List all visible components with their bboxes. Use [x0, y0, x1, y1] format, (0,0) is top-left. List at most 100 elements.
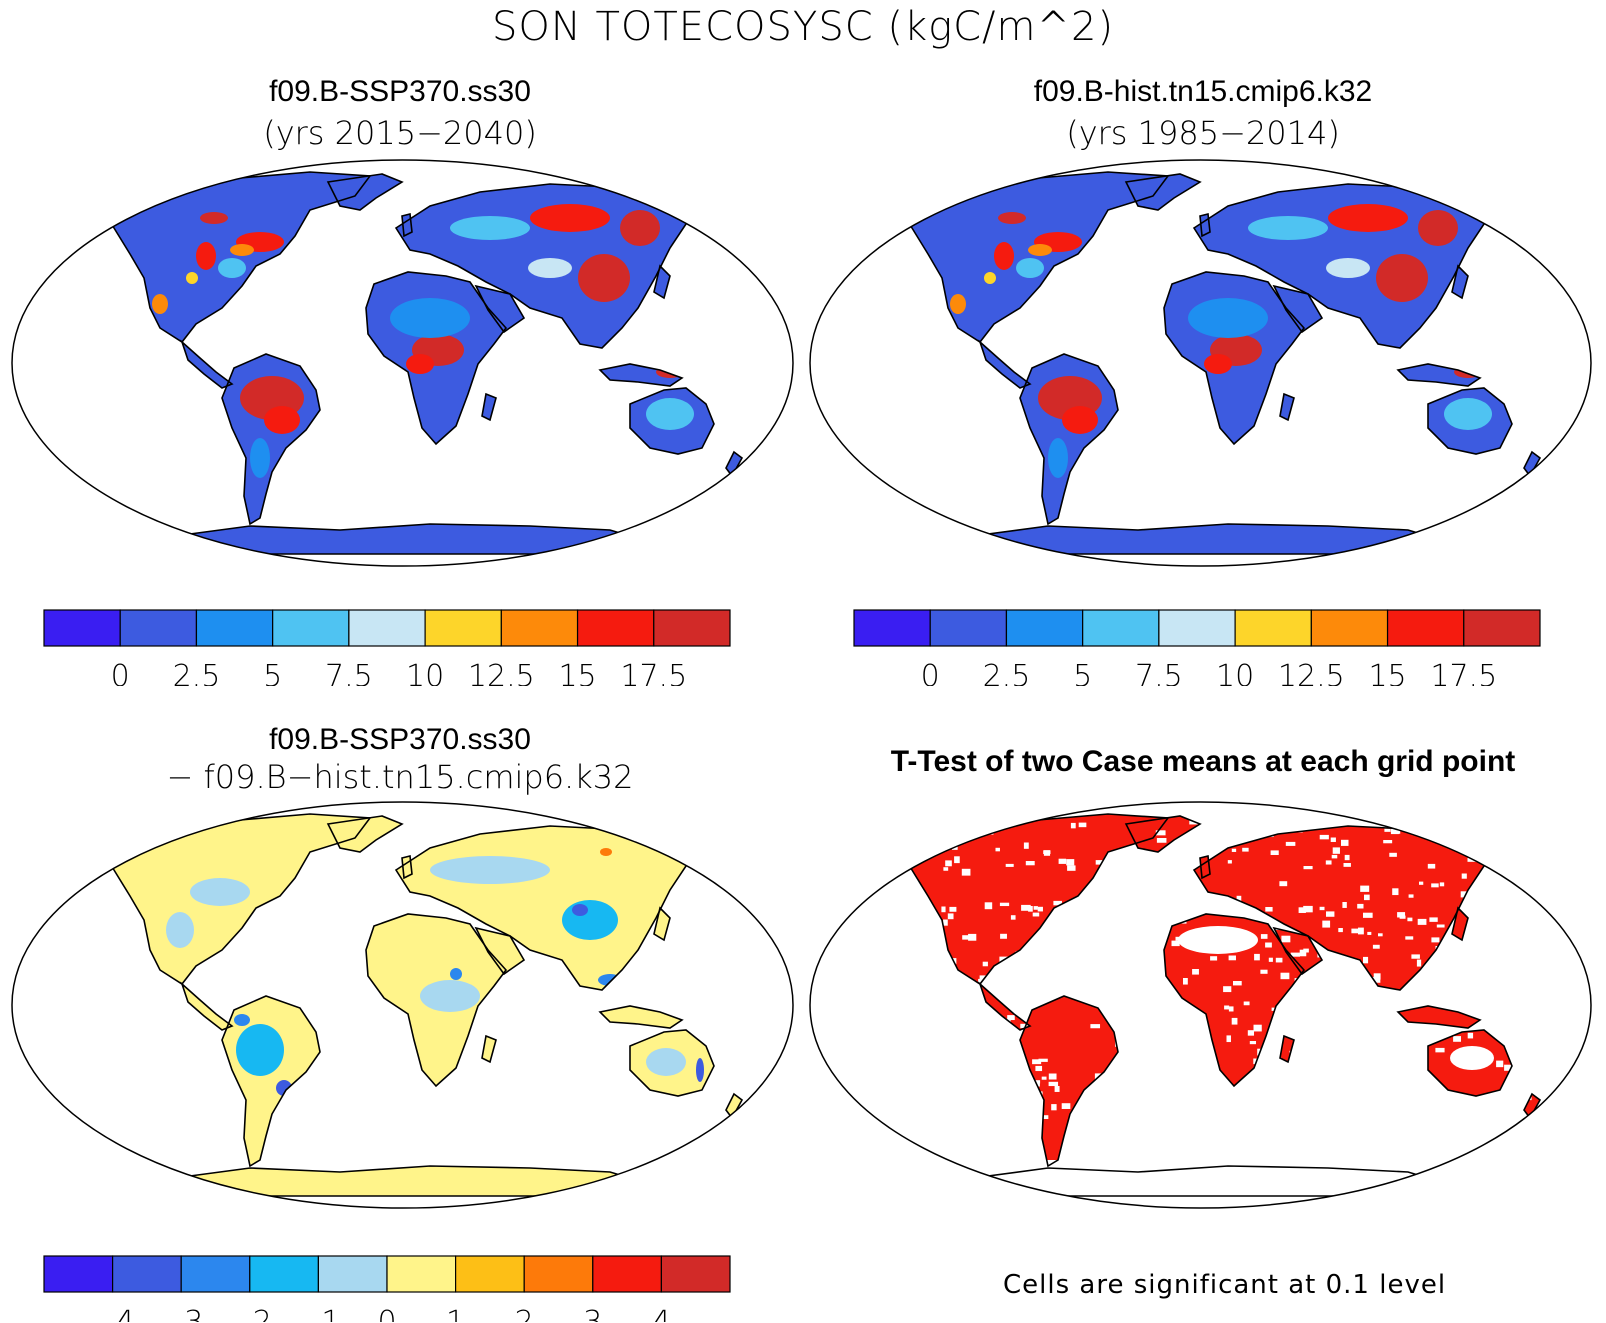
shading-blob	[1444, 398, 1492, 430]
colorbar-tick-label: 4	[652, 1305, 671, 1322]
coastline-antarctica	[927, 1165, 1471, 1197]
shading-blob	[236, 1024, 284, 1076]
panel-title-top-left: f09.B-SSP370.ss30	[269, 75, 531, 108]
coastline-south-america	[221, 353, 321, 526]
shading-blob	[406, 354, 434, 374]
colorbar-tick-label: 7.5	[1135, 659, 1183, 686]
coastline-antarctica	[129, 1165, 673, 1197]
colorbar-box	[43, 609, 121, 647]
shading-blob	[1048, 438, 1068, 478]
shading-blob	[1418, 210, 1458, 246]
coastline-uk	[401, 213, 413, 238]
colorbar-box	[1234, 609, 1312, 647]
colorbar-box	[1082, 609, 1160, 647]
shading-blob	[152, 294, 168, 314]
coastline-australia	[629, 387, 715, 455]
shading-blob	[390, 298, 470, 338]
shading-blob	[1376, 254, 1428, 302]
shading-blob	[1016, 258, 1044, 278]
shading-blob	[1062, 406, 1098, 434]
shading-blob	[1328, 204, 1408, 232]
colorbar-box	[523, 1255, 594, 1293]
colorbar-box	[660, 1255, 731, 1293]
coastline-japan	[653, 264, 671, 300]
coastline-arabia	[1272, 284, 1324, 334]
shading-blob	[600, 848, 612, 856]
colorbar-box	[853, 609, 931, 647]
colorbar-tick-label: 10	[406, 659, 444, 686]
colorbar-box	[424, 609, 502, 647]
coastline-australia	[1427, 387, 1513, 455]
colorbar-box	[43, 1255, 114, 1293]
shading-blob	[646, 398, 694, 430]
coastline-uk	[1199, 213, 1211, 238]
shading-blob	[696, 1058, 704, 1082]
colorbar-box	[653, 609, 731, 647]
colorbar-box	[348, 609, 426, 647]
coastline-africa	[1163, 271, 1306, 446]
colorbar-box	[592, 1255, 662, 1293]
colorbar-box	[500, 609, 579, 647]
colorbar-tick-label: 0	[921, 659, 940, 686]
coastline-eurasia	[394, 825, 691, 991]
shading-blob	[186, 272, 198, 284]
coastline-south-america	[1019, 995, 1119, 1168]
colorbar-box	[1463, 609, 1541, 647]
map-boundary	[11, 159, 794, 567]
colorbar-box	[1158, 609, 1236, 647]
coastline-australia	[629, 1029, 715, 1097]
shading-blob	[250, 438, 270, 478]
colorbar-tick-label: 3	[583, 1305, 602, 1322]
coastline-japan	[653, 906, 671, 942]
coastline-greenland	[326, 173, 404, 211]
colorbar-tick-label: 12.5	[468, 659, 535, 686]
shading-blob	[1204, 354, 1232, 374]
shading-blob	[450, 216, 530, 240]
colorbar-tick-label: 10	[1216, 659, 1254, 686]
coastline-greenland	[326, 815, 404, 853]
panel-subtitle-top-right: (yrs 1985−2014)	[1066, 114, 1340, 152]
coastline-indonesia	[598, 1005, 684, 1029]
shading-blob	[1028, 244, 1052, 256]
shading-blob	[984, 272, 996, 284]
shading-blob	[994, 242, 1014, 270]
map-panel-bottom-right	[809, 801, 1592, 1209]
map-boundary	[11, 801, 794, 1209]
significance-footnote: Cells are significant at 0.1 level	[1003, 1270, 1447, 1300]
coastline-south-america	[221, 995, 321, 1168]
colorbar-tick-label: 5	[263, 659, 282, 686]
colorbar-tick-label: 15	[558, 659, 596, 686]
shading-blob	[420, 980, 480, 1012]
panel-title-top-right: f09.B-hist.tn15.cmip6.k32	[1033, 75, 1373, 108]
shading-blob	[530, 204, 610, 232]
shading-blob	[1188, 298, 1268, 338]
colorbar-tick-label: 2.5	[173, 659, 221, 686]
coastline-north-america	[98, 171, 372, 344]
coastline-eurasia	[1192, 183, 1489, 349]
coastline-japan	[1451, 906, 1469, 942]
coastline-madagascar	[1279, 392, 1295, 422]
colorbar-tick-label: 2	[515, 1305, 534, 1322]
shading-blob	[190, 878, 250, 906]
shading-blob	[572, 904, 588, 916]
shading-blob	[528, 258, 572, 278]
colorbar-tick-label: −4	[90, 1305, 134, 1322]
shading-blob	[1248, 216, 1328, 240]
shading-blob	[562, 900, 618, 940]
shading-blob	[998, 212, 1026, 224]
coastline-eurasia	[1192, 825, 1489, 991]
coastline-antarctica	[927, 523, 1471, 555]
colorbar-box	[119, 609, 198, 647]
shading-blob	[578, 254, 630, 302]
colorbar-box	[1386, 609, 1465, 647]
coastline-madagascar	[481, 1034, 497, 1064]
colorbar-box	[317, 1255, 388, 1293]
colorbar-tick-label: −1	[296, 1305, 340, 1322]
colorbar-bottom-left: −4 −3 −2 −1 0 1 2 3 4	[43, 1255, 731, 1322]
shading-blob	[646, 1048, 686, 1076]
map-panel-top-right	[809, 159, 1592, 567]
colorbar-box	[1005, 609, 1084, 647]
colorbar-tick-label: 5	[1073, 659, 1092, 686]
colorbar-tick-label: 1	[446, 1305, 465, 1322]
panel-subtitle-top-left: (yrs 2015−2040)	[263, 114, 537, 152]
